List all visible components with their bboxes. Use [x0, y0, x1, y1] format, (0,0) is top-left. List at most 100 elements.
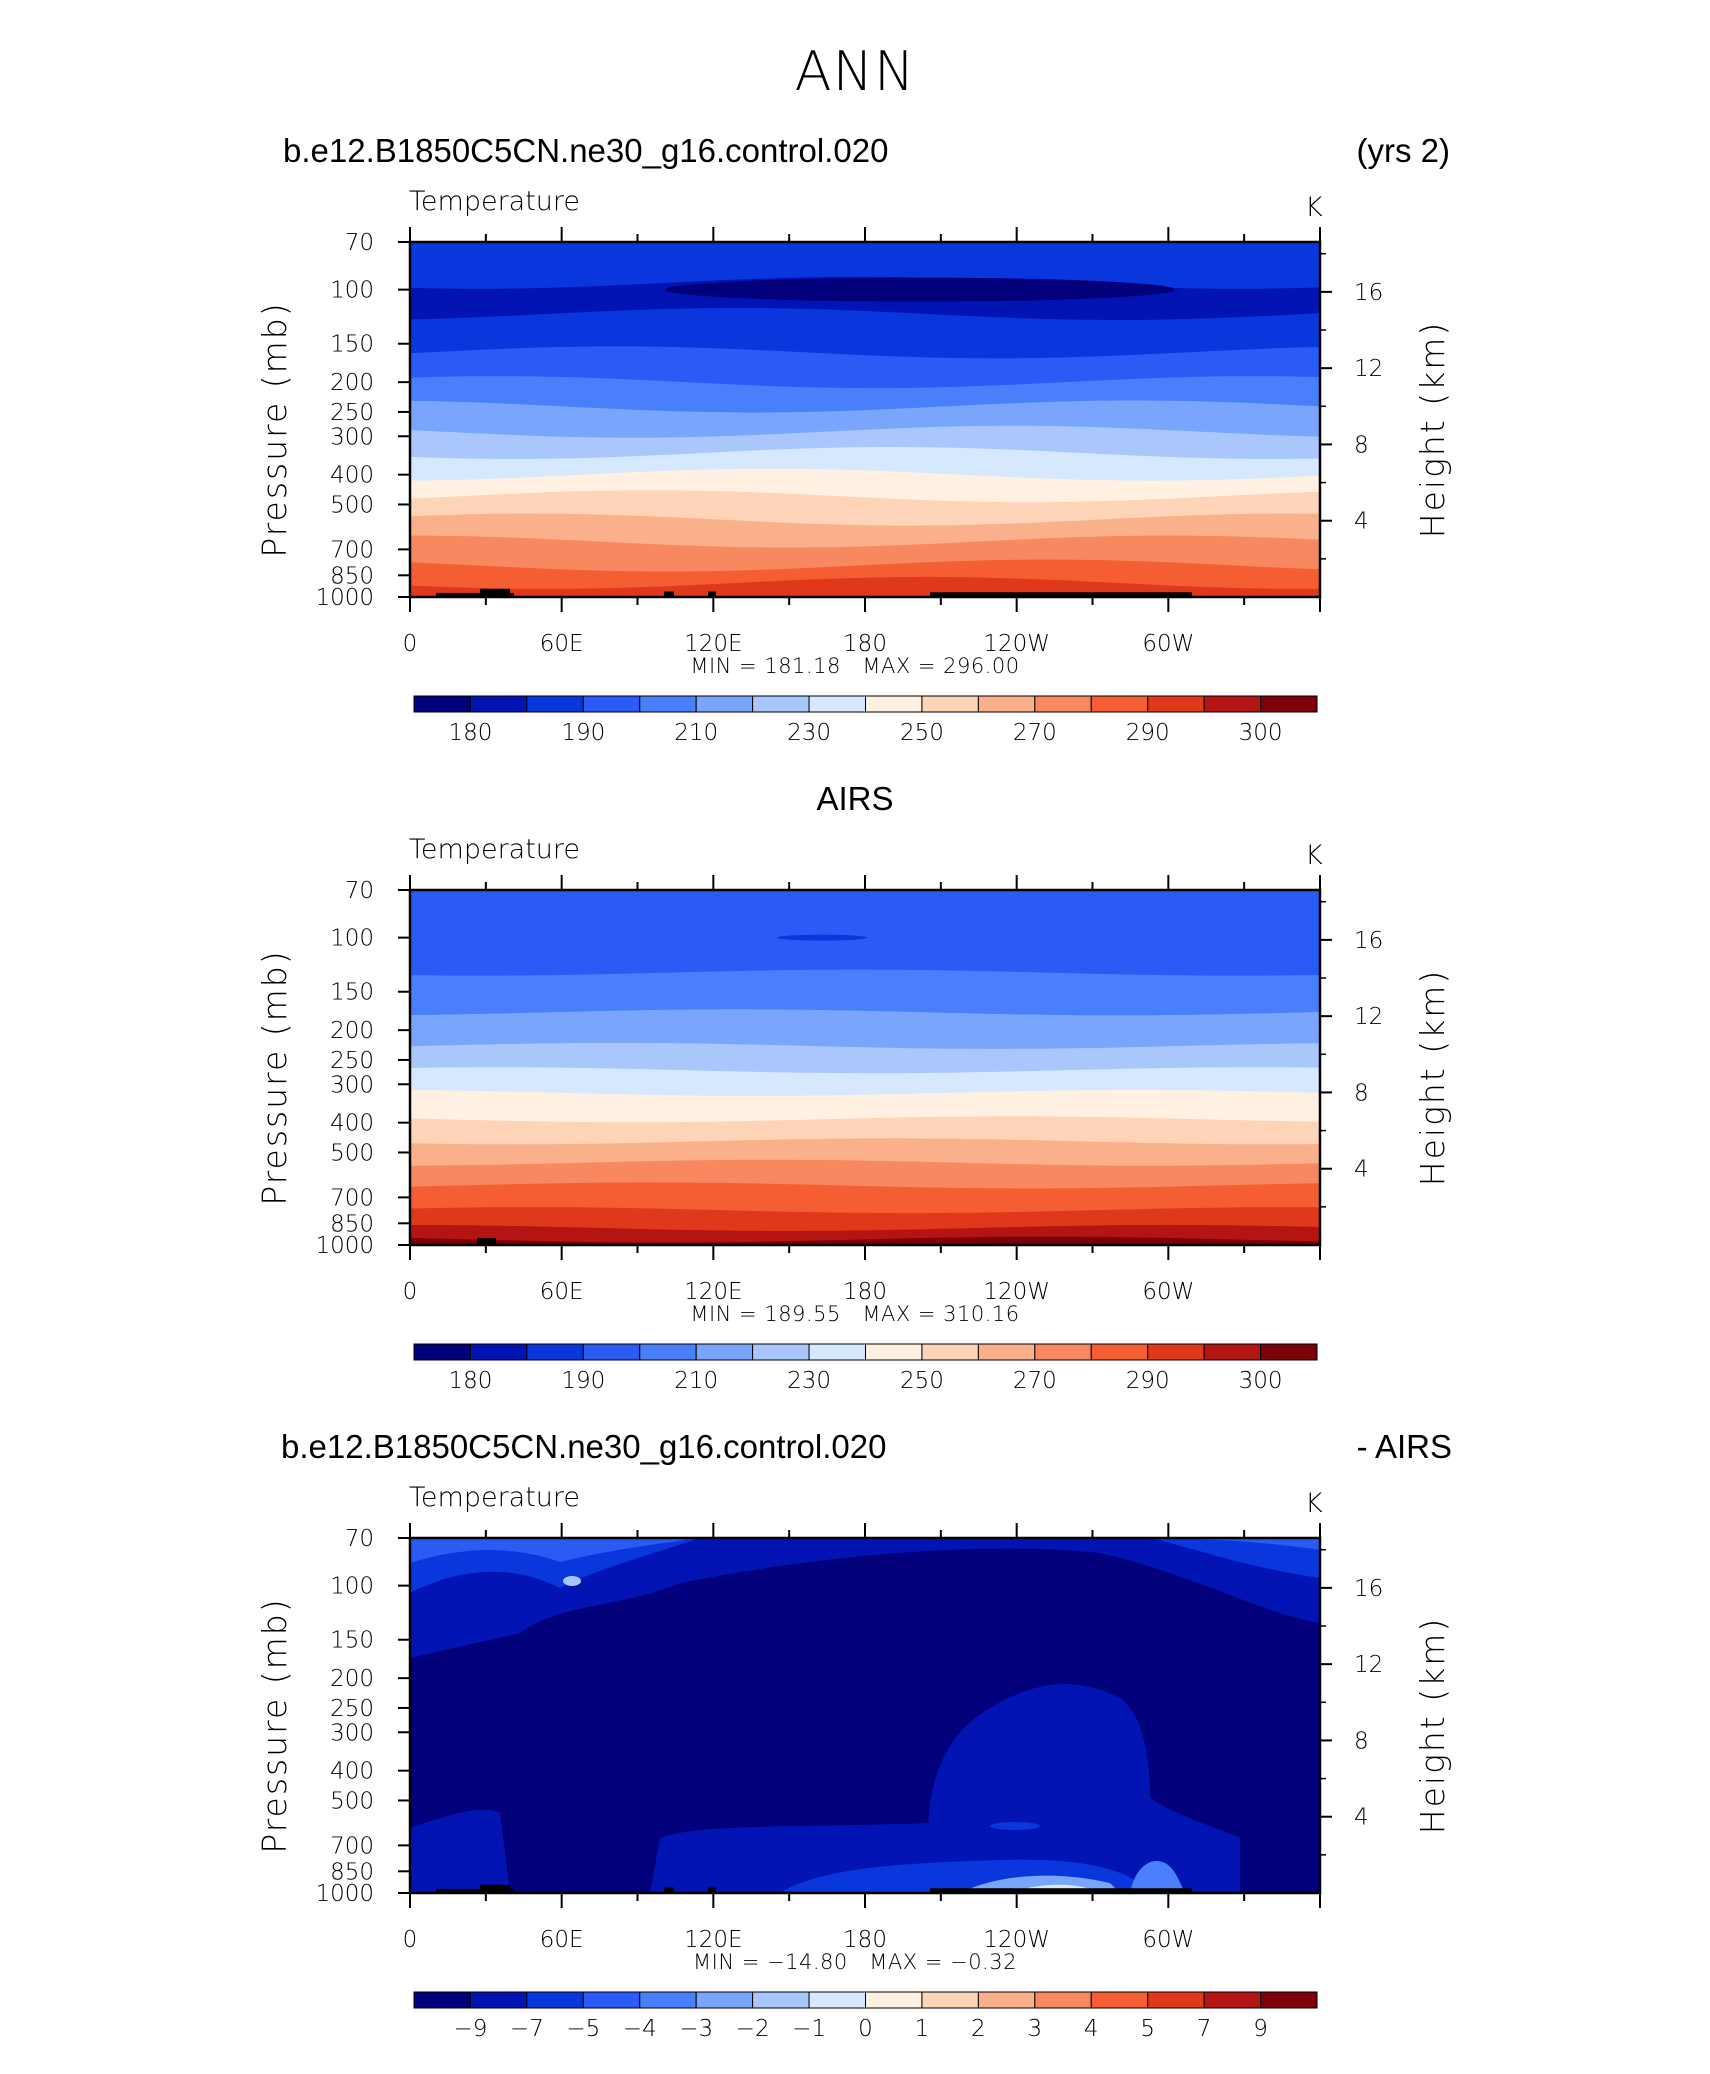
colorbar-label: 250 — [900, 720, 944, 746]
x-tick-label: 60E — [540, 1279, 584, 1305]
colorbar-label: 250 — [900, 1368, 944, 1394]
topography — [480, 588, 510, 597]
colorbar-box — [1147, 695, 1205, 713]
y-tick-label: 150 — [330, 1628, 374, 1654]
y2-tick-label: 4 — [1354, 509, 1369, 535]
colorbar-label: 4 — [1084, 2016, 1099, 2042]
x-tick-label: 180 — [843, 1279, 887, 1305]
colorbar-box — [469, 1343, 528, 1361]
contour-band — [410, 576, 1320, 597]
panel3-min-label: MIN — [693, 1950, 735, 1974]
y2-tick-label: 8 — [1354, 1728, 1369, 1754]
colorbar-label: −4 — [623, 2016, 657, 2042]
y2-axis-label: Height (km) — [1413, 321, 1452, 538]
colorbar-box — [526, 1343, 584, 1361]
y-tick-label: 250 — [330, 1048, 374, 1074]
diff-upper-band-2 — [410, 1538, 1320, 1593]
page-title: ANN — [794, 40, 916, 103]
y-tick-label: 1000 — [315, 1881, 374, 1907]
colorbar-box — [695, 1991, 754, 2009]
colorbar-box — [752, 1991, 810, 2009]
panel3-minmax: MIN = −14.80 MAX = −0.32 — [693, 1950, 1017, 1974]
x-tick-label: 60W — [1142, 631, 1194, 657]
y-tick-label: 500 — [330, 1788, 374, 1814]
colorbar-label: 270 — [1013, 1368, 1057, 1394]
y-tick-label: 100 — [330, 278, 374, 304]
y-axis-label: Pressure (mb) — [255, 1597, 294, 1853]
panel3-units: K — [1305, 1488, 1323, 1519]
colorbar-box — [921, 1991, 979, 2009]
contour-band — [410, 1236, 1320, 1245]
x-tick-label: 120W — [983, 631, 1050, 657]
colorbar-box — [1090, 1991, 1149, 2009]
x-tick-label: 0 — [403, 1927, 418, 1953]
x-tick-label: 120E — [684, 631, 742, 657]
colorbar-box — [752, 1343, 810, 1361]
panel1-minmax: MIN = 181.18 MAX = 296.00 — [690, 654, 1020, 678]
topography — [436, 1888, 514, 1893]
x-tick-label: 120E — [684, 1279, 742, 1305]
colorbar-box — [413, 1991, 471, 2009]
colorbar-box — [1034, 1343, 1092, 1361]
colorbar-label: 190 — [561, 1368, 605, 1394]
x-tick-label: 60E — [540, 1927, 584, 1953]
plot-area — [410, 242, 1320, 597]
colorbar-box — [582, 1343, 641, 1361]
colorbar-box — [1147, 1991, 1205, 2009]
y-tick-label: 300 — [330, 1072, 374, 1098]
colorbar-box — [977, 695, 1036, 713]
y-tick-label: 700 — [330, 1833, 374, 1859]
colorbar-label: −1 — [792, 2016, 826, 2042]
y-axis-label: Pressure (mb) — [255, 949, 294, 1205]
y-tick-label: 400 — [330, 463, 374, 489]
y2-tick-label: 16 — [1354, 928, 1383, 954]
colorbar-label: 0 — [858, 2016, 873, 2042]
panel2-units: K — [1305, 840, 1323, 871]
colorbar-label: 190 — [561, 720, 605, 746]
y-tick-label: 70 — [345, 1526, 374, 1552]
colorbar-label: 290 — [1126, 720, 1170, 746]
diff-andes — [1130, 1861, 1185, 1893]
y-tick-label: 300 — [330, 1720, 374, 1746]
panel2-minmax: MIN = 189.55 MAX = 310.16 — [690, 1302, 1020, 1326]
colorbar-box — [865, 1343, 923, 1361]
y-tick-label: 300 — [330, 424, 374, 450]
y2-tick-label: 16 — [1354, 1576, 1383, 1602]
topography — [480, 1884, 510, 1893]
y-tick-label: 400 — [330, 1111, 374, 1137]
colorbar-box — [808, 695, 866, 713]
x-tick-label: 120W — [983, 1927, 1050, 1953]
colorbar-box — [752, 695, 810, 713]
topography — [664, 591, 674, 597]
colorbar-label: 230 — [787, 1368, 831, 1394]
panel1-units: K — [1305, 192, 1323, 223]
colorbar-label: 300 — [1239, 1368, 1283, 1394]
cold-core — [777, 934, 867, 941]
panel3-min-value: −14.80 — [767, 1950, 848, 1974]
colorbar-label: 180 — [448, 720, 492, 746]
topography — [436, 592, 514, 597]
colorbar-label: 5 — [1140, 2016, 1155, 2042]
y-tick-label: 850 — [330, 1211, 374, 1237]
colorbar-box — [1034, 1991, 1092, 2009]
x-tick-label: 60E — [540, 631, 584, 657]
topography — [930, 1888, 1192, 1893]
colorbar-box — [1260, 1991, 1318, 2009]
colorbar-label: 2 — [971, 2016, 986, 2042]
y-tick-label: 100 — [330, 1574, 374, 1600]
x-tick-label: 120E — [684, 1927, 742, 1953]
colorbar-label: −7 — [510, 2016, 544, 2042]
panel3-max-value: −0.32 — [950, 1950, 1017, 1974]
colorbar-label: 270 — [1013, 720, 1057, 746]
panel3-title-left: b.e12.B1850C5CN.ne30_g16.control.020 — [281, 1428, 887, 1465]
panel2-max-value: 310.16 — [943, 1302, 1020, 1326]
topography — [708, 1887, 716, 1893]
colorbar-box — [1203, 695, 1262, 713]
x-tick-label: 60W — [1142, 1279, 1194, 1305]
colorbar-box — [1090, 695, 1149, 713]
colorbar-box — [413, 695, 471, 713]
y2-tick-label: 12 — [1354, 1652, 1383, 1678]
y-tick-label: 150 — [330, 980, 374, 1006]
topography — [664, 1887, 674, 1893]
